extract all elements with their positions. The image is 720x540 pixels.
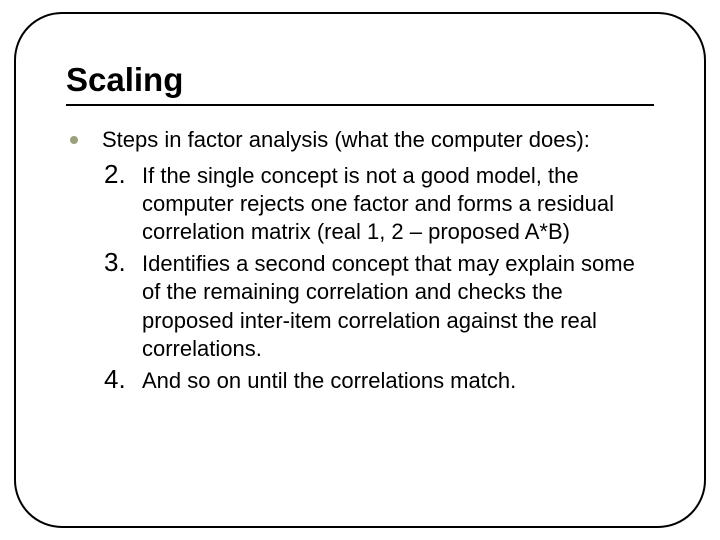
- bullet-icon: [70, 136, 78, 144]
- numbered-list: 2. If the single concept is not a good m…: [70, 160, 654, 395]
- list-item: 3. Identifies a second concept that may …: [104, 248, 654, 363]
- list-item: 2. If the single concept is not a good m…: [104, 160, 654, 246]
- slide-frame: Scaling Steps in factor analysis (what t…: [14, 12, 706, 528]
- item-text: If the single concept is not a good mode…: [142, 160, 654, 246]
- item-number: 4.: [104, 365, 132, 394]
- intro-text: Steps in factor analysis (what the compu…: [102, 126, 590, 154]
- item-text: And so on until the correlations match.: [142, 365, 516, 395]
- item-text: Identifies a second concept that may exp…: [142, 248, 654, 363]
- item-number: 3.: [104, 248, 132, 277]
- title-underline: [66, 104, 654, 106]
- slide-title: Scaling: [66, 62, 654, 98]
- intro-row: Steps in factor analysis (what the compu…: [70, 126, 654, 154]
- slide-content: Steps in factor analysis (what the compu…: [66, 126, 654, 395]
- list-item: 4. And so on until the correlations matc…: [104, 365, 654, 395]
- item-number: 2.: [104, 160, 132, 189]
